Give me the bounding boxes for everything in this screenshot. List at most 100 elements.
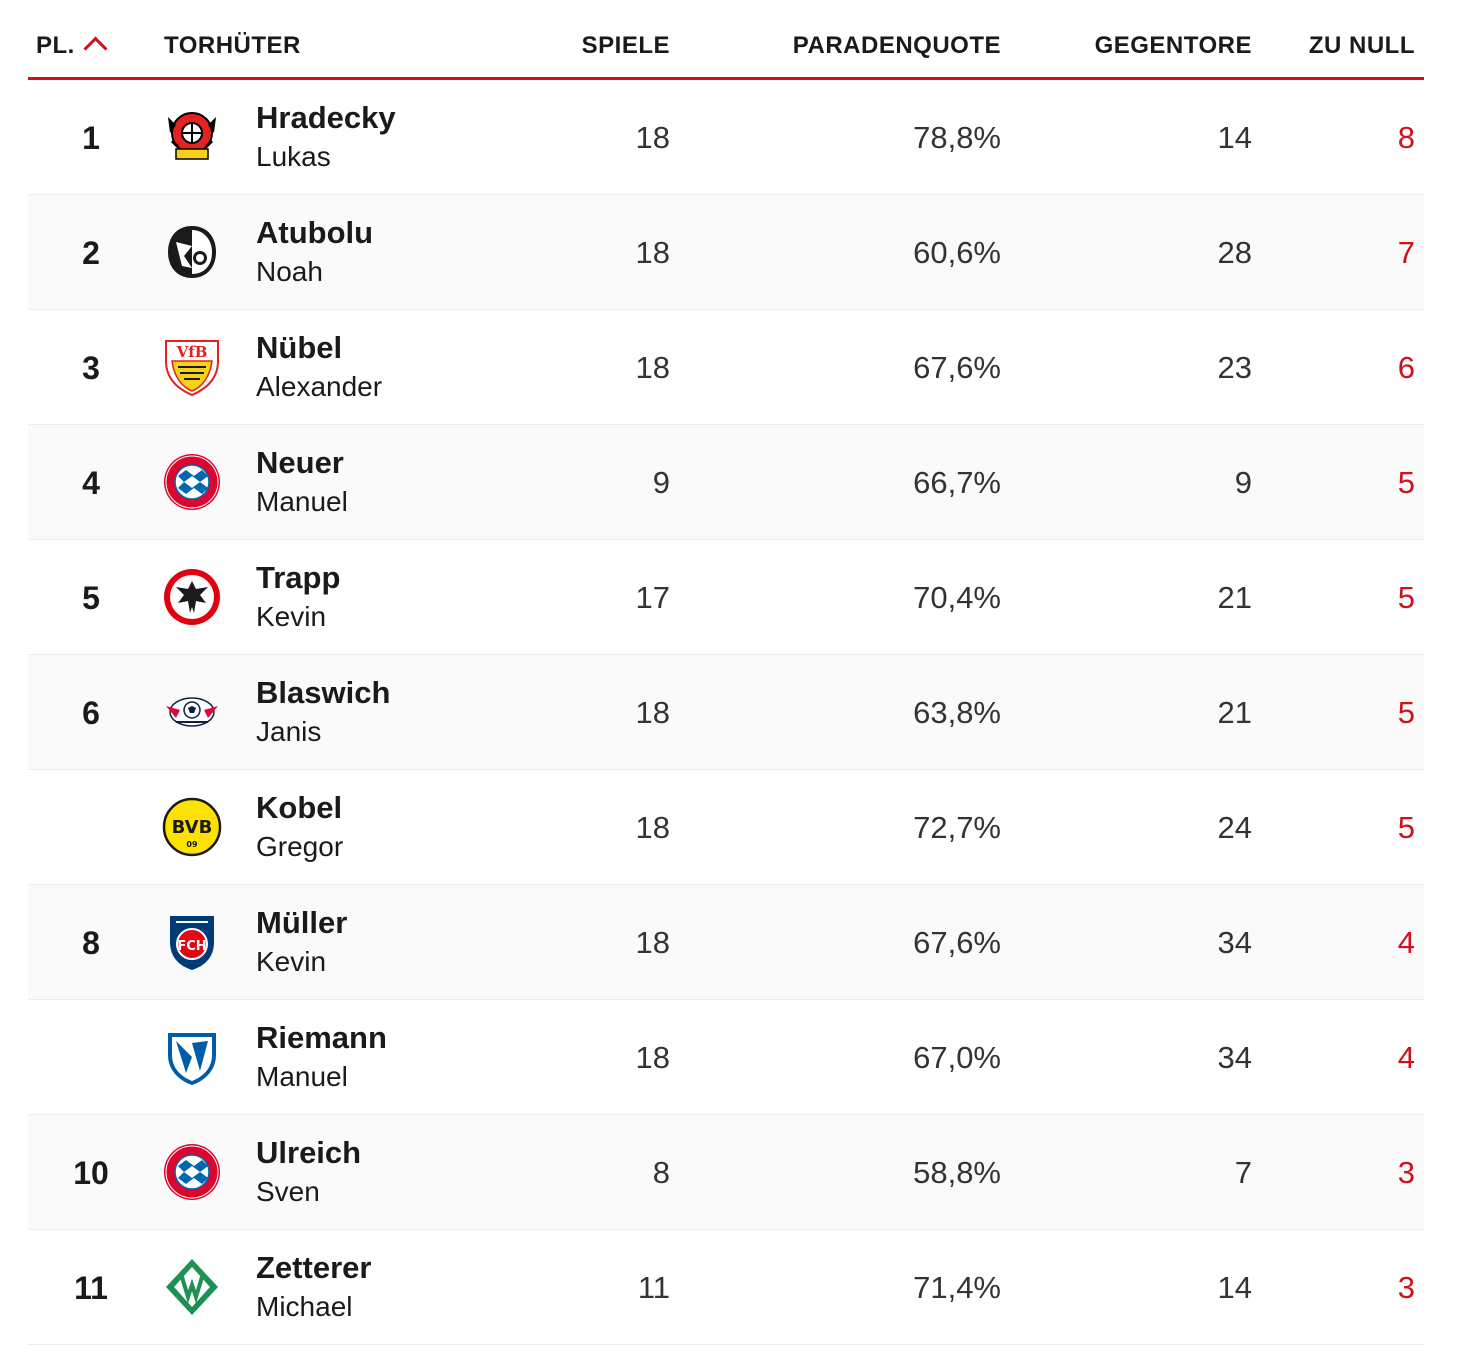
clean-sheets-cell: 4 [1397, 925, 1415, 960]
goalkeeper-last-name[interactable]: Blaswich [256, 675, 391, 710]
goalkeeper-name[interactable]: Ulreich Sven [256, 1133, 361, 1211]
table-row[interactable]: 11 Zetterer Michael 11 71,4% 14 3 [28, 1230, 1424, 1345]
goalkeeper-first-name: Lukas [256, 141, 331, 172]
rank-cell: 6 [82, 695, 100, 731]
clean-sheets-cell: 7 [1397, 235, 1415, 270]
goalkeeper-first-name: Gregor [256, 831, 344, 862]
column-header-goalkeeper[interactable]: TORHÜTER [164, 32, 301, 59]
goals-against-cell: 21 [1217, 580, 1252, 615]
goalkeeper-last-name[interactable]: Riemann [256, 1020, 387, 1055]
goals-against-cell: 14 [1217, 1270, 1252, 1305]
rank-cell: 5 [82, 580, 100, 616]
goalkeeper-last-name[interactable]: Zetterer [256, 1250, 372, 1285]
goalkeeper-name[interactable]: Atubolu Noah [256, 213, 373, 291]
save-rate-cell: 72,7% [913, 810, 1001, 845]
goalkeeper-name[interactable]: Neuer Manuel [256, 443, 348, 521]
goals-against-cell: 28 [1217, 235, 1252, 270]
rank-cell: 11 [74, 1270, 108, 1306]
clean-sheets-cell: 4 [1397, 1040, 1415, 1075]
goalkeeper-name[interactable]: Blaswich Janis [256, 673, 390, 751]
column-header-rank[interactable]: PL. [36, 32, 108, 61]
bayern-crest-icon [162, 1142, 222, 1202]
goalkeeper-first-name: Janis [256, 716, 322, 747]
goalkeeper-first-name: Kevin [256, 601, 327, 632]
games-cell: 18 [635, 1040, 670, 1075]
dortmund-crest-icon: BVB 09 [162, 797, 222, 857]
goalkeeper-last-name[interactable]: Nübel [256, 330, 343, 365]
games-cell: 9 [652, 465, 670, 500]
table-row[interactable]: Riemann Manuel 18 67,0% 34 4 [28, 1000, 1424, 1115]
rank-cell: 4 [82, 465, 100, 501]
table-row[interactable]: 5 Trapp Kevin 17 70,4% 21 5 [28, 540, 1424, 655]
svg-text:09: 09 [186, 840, 198, 849]
table-row[interactable]: 3 VfB Nübel Alexander 18 67,6% 23 6 [28, 310, 1424, 425]
sort-ascending-icon[interactable] [83, 36, 108, 61]
freiburg-crest-icon [162, 222, 222, 282]
heidenheim-crest-icon: FCH [162, 912, 222, 972]
goalkeeper-last-name[interactable]: Neuer [256, 445, 344, 480]
column-header-save-rate[interactable]: PARADENQUOTE [792, 32, 1001, 59]
rank-cell: 2 [82, 235, 100, 271]
rank-cell: 10 [73, 1155, 109, 1191]
column-header-clean-sheets[interactable]: ZU NULL [1308, 32, 1415, 59]
save-rate-cell: 70,4% [913, 580, 1001, 615]
table-row[interactable]: 1 Hradecky Lukas 18 78,8% 14 8 [28, 80, 1424, 195]
goalkeeper-name[interactable]: Trapp Kevin [256, 558, 340, 636]
goalkeeper-first-name: Noah [256, 256, 323, 287]
save-rate-cell: 67,6% [913, 925, 1001, 960]
save-rate-cell: 58,8% [913, 1155, 1001, 1190]
clean-sheets-cell: 3 [1397, 1270, 1415, 1305]
column-header-goals-against[interactable]: GEGENTORE [1094, 32, 1252, 59]
column-header-games[interactable]: SPIELE [581, 32, 670, 59]
leverkusen-crest-icon [162, 107, 222, 167]
table-row[interactable]: 6 Blaswich Janis 18 63,8% 21 5 [28, 655, 1424, 770]
goalkeeper-last-name[interactable]: Trapp [256, 560, 341, 595]
clean-sheets-cell: 5 [1397, 695, 1415, 730]
rank-cell: 8 [82, 925, 100, 961]
goals-against-cell: 9 [1234, 465, 1252, 500]
save-rate-cell: 60,6% [913, 235, 1001, 270]
goalkeeper-name[interactable]: Müller Kevin [256, 903, 347, 981]
goalkeeper-last-name[interactable]: Atubolu [256, 215, 374, 250]
goalkeeper-last-name[interactable]: Hradecky [256, 100, 396, 135]
goalkeeper-first-name: Manuel [256, 486, 348, 517]
games-cell: 18 [635, 120, 670, 155]
table-header: PL. TORHÜTER SPIELE PARADENQUOTE GEGENTO… [28, 0, 1424, 80]
goals-against-cell: 21 [1217, 695, 1252, 730]
goalkeeper-first-name: Manuel [256, 1061, 348, 1092]
save-rate-cell: 63,8% [913, 695, 1001, 730]
goalkeeper-name[interactable]: Riemann Manuel [256, 1018, 387, 1096]
games-cell: 8 [652, 1155, 670, 1190]
bremen-crest-icon [162, 1257, 222, 1317]
table-row[interactable]: 2 Atubolu Noah 18 60,6% 28 7 [28, 195, 1424, 310]
goals-against-cell: 7 [1234, 1155, 1252, 1190]
clean-sheets-cell: 6 [1397, 350, 1415, 385]
goalkeeper-name[interactable]: Hradecky Lukas [256, 98, 396, 176]
bochum-crest-icon [162, 1027, 222, 1087]
rank-cell: 1 [82, 120, 100, 156]
games-cell: 18 [635, 810, 670, 845]
table-row[interactable]: BVB 09 Kobel Gregor 18 72,7% 24 5 [28, 770, 1424, 885]
goalkeeper-last-name[interactable]: Kobel [256, 790, 343, 825]
games-cell: 18 [635, 925, 670, 960]
goalkeeper-last-name[interactable]: Müller [256, 905, 348, 940]
table-row[interactable]: 8 FCH Müller Kevin 18 67,6% 34 4 [28, 885, 1424, 1000]
goals-against-cell: 14 [1217, 120, 1252, 155]
save-rate-cell: 66,7% [913, 465, 1001, 500]
goalkeeper-name[interactable]: Zetterer Michael [256, 1248, 371, 1326]
games-cell: 18 [635, 235, 670, 270]
goals-against-cell: 23 [1217, 350, 1252, 385]
goalkeeper-name[interactable]: Kobel Gregor [256, 788, 343, 866]
column-header-rank-label: PL. [36, 32, 75, 59]
save-rate-cell: 71,4% [913, 1270, 1001, 1305]
goals-against-cell: 34 [1217, 925, 1252, 960]
table-row[interactable]: 10 Ulreich Sven 8 58,8% 7 3 [28, 1115, 1424, 1230]
goalkeeper-last-name[interactable]: Ulreich [256, 1135, 362, 1170]
goalkeeper-name[interactable]: Nübel Alexander [256, 328, 382, 406]
leipzig-crest-icon [162, 682, 222, 742]
svg-text:BVB: BVB [172, 817, 213, 838]
table-row[interactable]: 4 Neuer Manuel 9 66,7% 9 5 [28, 425, 1424, 540]
svg-text:FCH: FCH [177, 939, 206, 954]
table-body: 1 Hradecky Lukas 18 78,8% 14 8 2 Atubolu Noah 18… [28, 80, 1424, 1345]
goalkeeper-first-name: Michael [256, 1291, 353, 1322]
